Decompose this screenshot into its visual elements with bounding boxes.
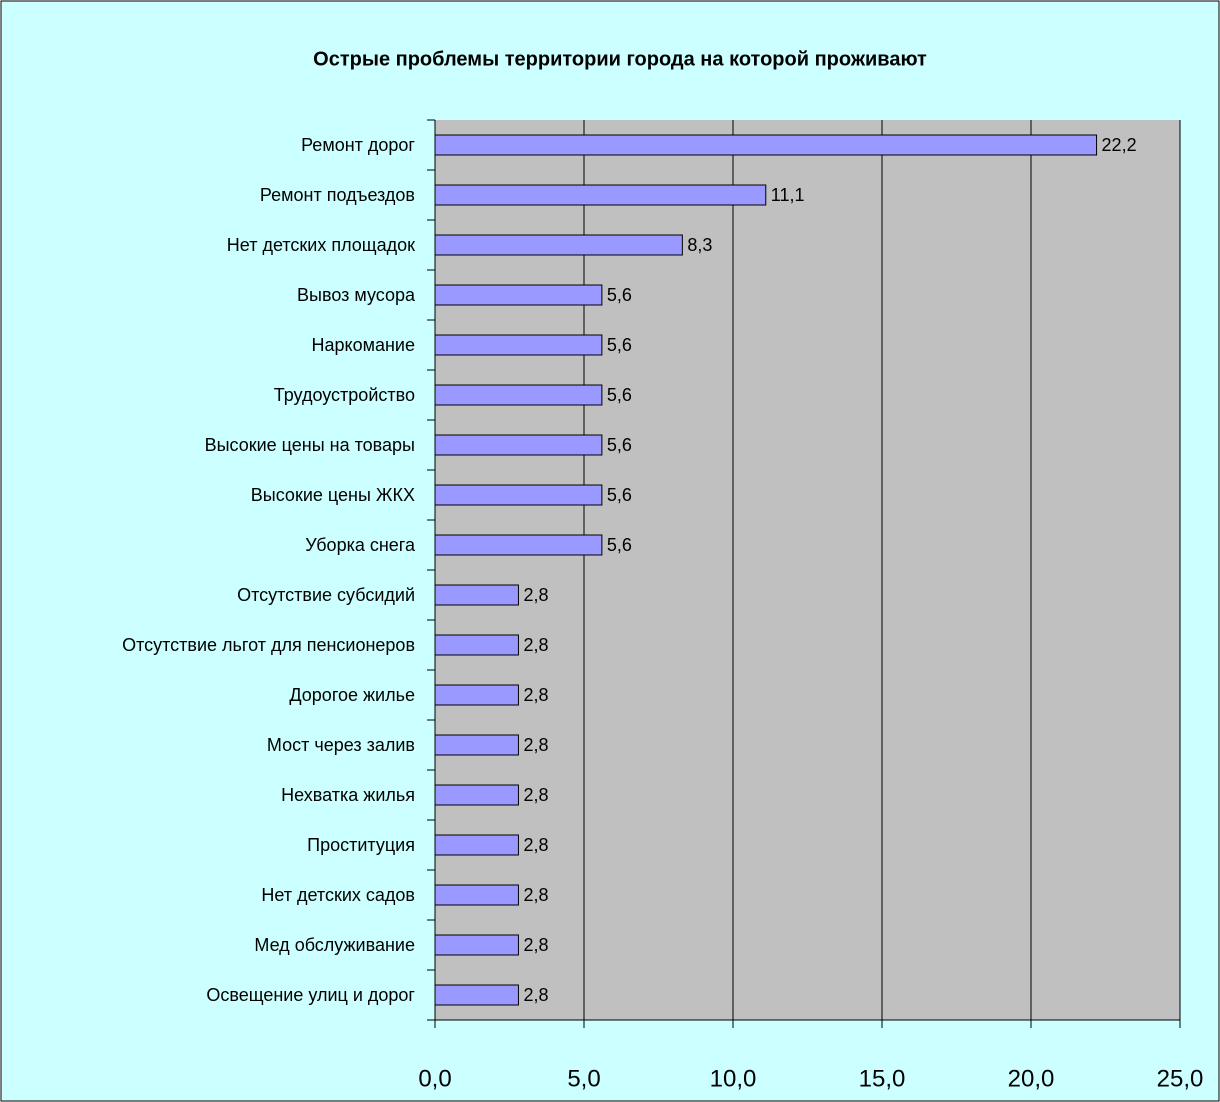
bar <box>434 234 683 256</box>
data-label: 2,8 <box>523 685 548 705</box>
y-tick-label: Освещение улиц и дорог <box>206 985 415 1005</box>
bar <box>434 384 603 406</box>
y-tick-label: Уборка снега <box>305 535 416 555</box>
bar <box>434 584 519 606</box>
bar <box>434 484 603 506</box>
data-label: 2,8 <box>523 785 548 805</box>
bar <box>434 984 519 1006</box>
bar <box>434 684 519 706</box>
x-tick-label: 0,0 <box>418 1065 451 1092</box>
data-label: 2,8 <box>523 585 548 605</box>
data-label: 8,3 <box>687 235 712 255</box>
x-tick-label: 15,0 <box>859 1065 906 1092</box>
bar <box>434 884 519 906</box>
x-tick-label: 25,0 <box>1157 1065 1204 1092</box>
y-tick-label: Дорогое жилье <box>289 685 415 705</box>
data-label: 5,6 <box>607 285 632 305</box>
y-tick-label: Проституция <box>307 835 415 855</box>
y-tick-label: Нет детских площадок <box>227 235 415 255</box>
y-tick-label: Отсутствие льгот для пенсионеров <box>122 635 415 655</box>
data-label: 2,8 <box>523 635 548 655</box>
y-tick-label: Нет детских садов <box>261 885 415 905</box>
y-tick-label: Мост через залив <box>267 735 415 755</box>
bar <box>434 134 1098 156</box>
bar <box>434 834 519 856</box>
data-label: 5,6 <box>607 335 632 355</box>
data-label: 2,8 <box>523 835 548 855</box>
data-label: 5,6 <box>607 435 632 455</box>
data-label: 5,6 <box>607 535 632 555</box>
x-tick-label: 10,0 <box>710 1065 757 1092</box>
y-tick-label: Мед обслуживание <box>254 935 415 955</box>
chart-title: Острые проблемы территории города на кот… <box>313 48 927 70</box>
y-tick-label: Вывоз мусора <box>297 285 416 305</box>
bar <box>434 284 603 306</box>
y-tick-label: Отсутствие субсидий <box>237 585 415 605</box>
data-label: 2,8 <box>523 985 548 1005</box>
data-label: 2,8 <box>523 935 548 955</box>
data-label: 5,6 <box>607 385 632 405</box>
data-label: 2,8 <box>523 735 548 755</box>
bar <box>434 334 603 356</box>
y-tick-label: Ремонт дорог <box>301 135 415 155</box>
bar <box>434 734 519 756</box>
data-label: 5,6 <box>607 485 632 505</box>
y-tick-label: Наркомание <box>312 335 416 355</box>
x-tick-label: 20,0 <box>1008 1065 1055 1092</box>
bar <box>434 934 519 956</box>
data-label: 11,1 <box>771 185 805 205</box>
y-tick-label: Высокие цены ЖКХ <box>251 485 415 505</box>
y-tick-label: Нехватка жилья <box>281 785 415 805</box>
y-tick-label: Трудоустройство <box>274 385 415 405</box>
bar <box>434 534 603 556</box>
y-tick-label: Ремонт подъездов <box>260 185 415 205</box>
bar <box>434 434 603 456</box>
x-tick-label: 5,0 <box>567 1065 600 1092</box>
bar <box>434 634 519 656</box>
bar <box>434 184 767 206</box>
plot-area <box>435 120 1180 1020</box>
data-label: 22,2 <box>1102 135 1137 155</box>
data-label: 2,8 <box>523 885 548 905</box>
y-tick-label: Высокие цены на товары <box>205 435 415 455</box>
bar <box>434 784 519 806</box>
